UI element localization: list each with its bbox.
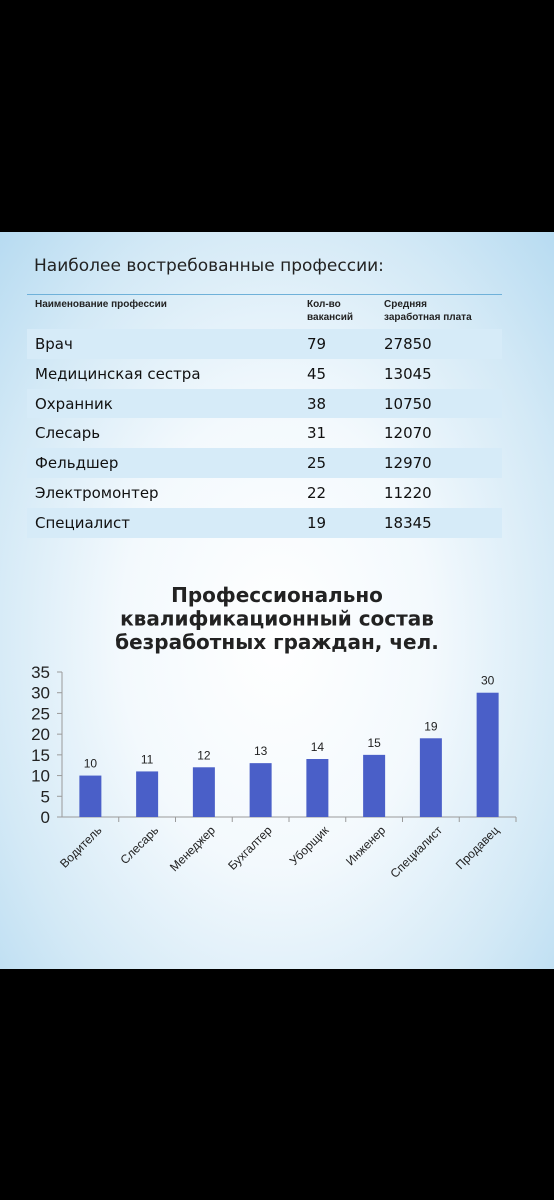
x-tick-label: Слесарь <box>117 823 161 867</box>
cell-salary: 12070 <box>384 424 432 443</box>
cell-salary: 10750 <box>384 394 432 413</box>
cell-salary: 13045 <box>384 364 432 383</box>
chart-title-line: квалификационный состав <box>120 607 434 631</box>
x-tick-label: Бухгалтер <box>225 823 275 873</box>
y-tick-label: 15 <box>31 746 50 765</box>
data-label: 11 <box>141 752 154 766</box>
header-vacancies: Кол-во вакансий <box>307 299 354 323</box>
cell-vacancies: 25 <box>307 454 327 473</box>
bar <box>249 763 272 817</box>
table-row: Охранник 38 10750 <box>27 388 502 419</box>
bar <box>476 692 499 817</box>
cell-vacancies: 19 <box>307 513 327 532</box>
bar <box>79 775 102 817</box>
data-label: 19 <box>424 719 438 733</box>
professions-table: Наименование профессии Кол-во вакансий С… <box>27 294 502 538</box>
data-label: 12 <box>197 748 211 762</box>
data-label: 14 <box>311 740 325 754</box>
data-label: 15 <box>367 736 381 750</box>
data-label: 30 <box>481 674 495 688</box>
data-label: 10 <box>84 757 98 771</box>
cell-profession: Медицинская сестра <box>35 364 201 383</box>
y-tick-label: 10 <box>31 767 50 786</box>
cell-profession: Охранник <box>35 394 113 413</box>
table-row: Специалист 19 18345 <box>27 507 502 538</box>
cell-vacancies: 22 <box>307 483 327 502</box>
cell-profession: Электромонтер <box>35 483 159 502</box>
x-tick-label: Специалист <box>388 823 446 881</box>
y-tick-label: 25 <box>31 704 50 723</box>
bar <box>136 771 159 817</box>
bar <box>306 759 329 817</box>
cell-salary: 12970 <box>384 454 432 473</box>
table-row: Слесарь 31 12070 <box>27 418 502 448</box>
x-tick-label: Продавец <box>453 823 502 872</box>
cell-salary: 18345 <box>384 513 432 532</box>
cell-vacancies: 31 <box>307 424 327 443</box>
cell-vacancies: 45 <box>307 364 327 383</box>
cell-salary: 27850 <box>384 335 432 353</box>
y-tick-label: 20 <box>31 725 50 744</box>
chart-title-line: безработных граждан, чел. <box>115 630 439 654</box>
x-tick-label: Уборщик <box>287 823 332 868</box>
cell-profession: Специалист <box>35 513 130 532</box>
x-tick-label: Водитель <box>57 823 104 870</box>
y-tick-label: 5 <box>41 787 50 806</box>
table-row: Электромонтер 22 11220 <box>27 478 502 508</box>
x-tick-label: Инженер <box>343 823 388 868</box>
cell-profession: Слесарь <box>35 424 101 443</box>
header-salary: Средняя заработная плата <box>384 299 472 323</box>
slide: Наиболее востребованные профессии: Наиме… <box>0 232 554 969</box>
table-row: Медицинская сестра 45 13045 <box>27 359 502 389</box>
y-tick-label: 30 <box>31 684 50 703</box>
cell-vacancies: 79 <box>307 335 327 353</box>
bar <box>192 767 215 817</box>
cell-vacancies: 38 <box>307 394 327 413</box>
data-label: 13 <box>254 744 268 758</box>
table-row: Врач 79 27850 <box>27 329 502 359</box>
chart-title-line: Профессионально <box>171 583 383 607</box>
y-tick-label: 0 <box>41 808 50 827</box>
cell-profession: Фельдшер <box>35 454 119 473</box>
table-row: Фельдшер 25 12970 <box>27 448 502 478</box>
table-header: Наименование профессии Кол-во вакансий С… <box>27 295 502 329</box>
bar <box>363 754 386 817</box>
bar <box>419 738 442 817</box>
y-tick-label: 35 <box>31 663 50 682</box>
table-title: Наиболее востребованные профессии: <box>34 256 384 276</box>
cell-salary: 11220 <box>384 483 432 502</box>
x-tick-label: Менеджер <box>167 823 218 874</box>
cell-profession: Врач <box>35 335 73 353</box>
header-profession: Наименование профессии <box>35 299 167 310</box>
